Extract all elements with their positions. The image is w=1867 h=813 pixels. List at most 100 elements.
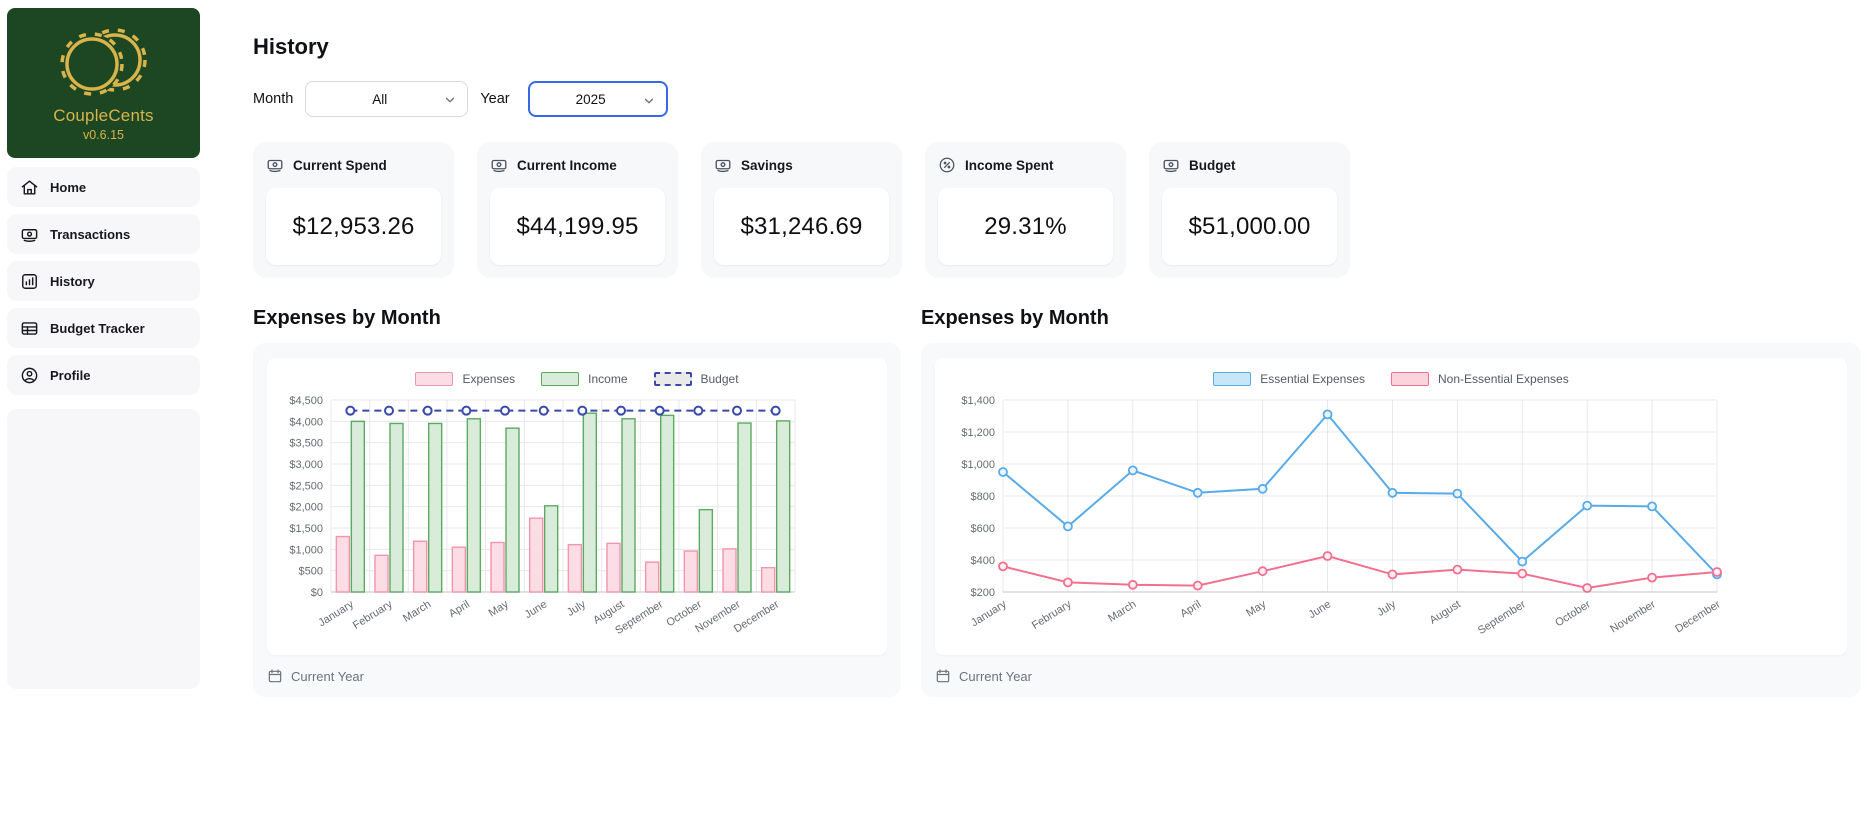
svg-text:$2,500: $2,500 [289, 480, 323, 492]
app-logo-card: CoupleCents v0.6.15 [7, 8, 200, 158]
stat-card-budget: Budget $51,000.00 [1149, 142, 1350, 278]
svg-text:$1,000: $1,000 [289, 544, 323, 556]
footer-label: Current Year [959, 668, 1032, 684]
sidebar-empty-panel [7, 409, 200, 689]
svg-text:March: March [401, 598, 433, 624]
sidebar-item-transactions[interactable]: Transactions [7, 214, 200, 254]
stat-card-current-income: Current Income $44,199.95 [477, 142, 678, 278]
svg-text:August: August [1428, 598, 1463, 626]
svg-text:September: September [1476, 598, 1528, 637]
stat-title: Current Spend [293, 157, 387, 173]
svg-text:$2,000: $2,000 [289, 502, 323, 514]
line-chart-canvas: $200 $400 $600 $800 $1,000 $1,200 $1,400 Januar… [961, 395, 1723, 637]
line-chart-footer: Current Year [935, 668, 1847, 684]
bar-chart-footer: Current Year [267, 668, 887, 684]
svg-text:$600: $600 [971, 523, 995, 535]
svg-text:May: May [487, 598, 511, 619]
line-chart-card: Essential Expenses Non-Essential Expense… [921, 343, 1861, 697]
sidebar-nav: Home Transactions History Budget Tracker… [7, 167, 200, 689]
svg-text:March: March [1106, 598, 1138, 624]
svg-text:October: October [1553, 598, 1593, 629]
app-version: v0.6.15 [82, 128, 124, 142]
sidebar-item-label: History [50, 273, 95, 289]
stat-title: Savings [741, 157, 793, 173]
svg-text:$800: $800 [971, 491, 995, 503]
svg-text:April: April [447, 598, 472, 620]
chevron-down-icon [446, 97, 455, 103]
svg-text:July: July [1375, 598, 1398, 619]
svg-text:June: June [1307, 598, 1334, 621]
sidebar-item-history[interactable]: History [7, 261, 200, 301]
chevron-down-icon [644, 98, 653, 104]
svg-text:$500: $500 [299, 566, 323, 578]
calendar-icon [268, 669, 282, 683]
line-chart-legend: Essential Expenses Non-Essential Expense… [941, 368, 1841, 390]
svg-text:$4,500: $4,500 [289, 395, 323, 407]
cash-icon [491, 159, 507, 173]
stat-card-savings: Savings $31,246.69 [701, 142, 902, 278]
legend-item-income[interactable]: Income [541, 372, 628, 386]
svg-text:$200: $200 [971, 587, 995, 599]
stat-value: $51,000.00 [1188, 212, 1311, 240]
calendar-icon [936, 669, 950, 683]
svg-text:December: December [1673, 598, 1723, 635]
svg-text:April: April [1178, 598, 1203, 620]
legend-item-essential[interactable]: Essential Expenses [1213, 372, 1365, 386]
person-circle-icon [21, 367, 38, 383]
stat-title: Budget [1189, 157, 1236, 173]
budget-swatch [653, 372, 692, 386]
coins-logo-icon [59, 28, 147, 96]
sidebar-item-budget-tracker[interactable]: Budget Tracker [7, 308, 200, 348]
line-chart-section: Expenses by Month Essential Expenses Non… [921, 307, 1861, 697]
essential-swatch [1213, 372, 1252, 386]
svg-text:February: February [1030, 598, 1074, 632]
month-select-value: All [372, 91, 388, 107]
sidebar-item-label: Transactions [50, 226, 131, 242]
cash-icon [715, 159, 731, 173]
stat-title: Current Income [517, 157, 617, 173]
svg-text:$1,200: $1,200 [961, 427, 995, 439]
svg-text:$0: $0 [311, 587, 323, 599]
year-select-value: 2025 [575, 91, 606, 107]
filter-bar: Month All Year 2025 [253, 81, 1861, 117]
stat-value: 29.31% [984, 212, 1067, 240]
legend-item-budget[interactable]: Budget [653, 372, 739, 386]
legend-item-expenses[interactable]: Expenses [415, 372, 515, 386]
line-chart-title: Expenses by Month [921, 307, 1109, 329]
month-select[interactable]: All [305, 81, 469, 117]
chart-bars-icon [22, 273, 37, 289]
stats-row: Current Spend $12,953.26 Current Income … [253, 142, 1861, 278]
home-icon [21, 179, 38, 195]
svg-text:$3,000: $3,000 [289, 459, 323, 471]
nonessential-swatch [1391, 372, 1429, 386]
bar-chart-canvas: $0 $500 $1,000 $1,500 $2,000 $2,500 $3,000 $3,5… [289, 395, 796, 637]
percent-circle-icon [939, 157, 955, 173]
bar-chart-legend: Expenses Income Budget [273, 368, 881, 390]
stat-value: $31,246.69 [740, 212, 863, 240]
svg-text:November: November [1608, 598, 1658, 635]
svg-text:$400: $400 [971, 555, 995, 567]
stat-title: Income Spent [965, 157, 1054, 173]
cash-icon [1163, 159, 1179, 173]
legend-item-nonessential[interactable]: Non-Essential Expenses [1391, 372, 1569, 386]
cash-icon [267, 159, 283, 173]
year-filter-label: Year [480, 91, 510, 107]
table-icon [21, 321, 38, 335]
sidebar-item-profile[interactable]: Profile [7, 355, 200, 395]
income-swatch [541, 372, 580, 386]
sidebar-item-label: Budget Tracker [50, 320, 145, 336]
year-select[interactable]: 2025 [527, 81, 668, 117]
charts-row: Expenses by Month Expenses Income [253, 307, 1861, 697]
svg-text:July: July [565, 598, 588, 619]
page-title: History [253, 34, 329, 59]
sidebar: CoupleCents v0.6.15 Home Transactions Hi… [0, 0, 206, 813]
stat-card-income-spent: Income Spent 29.31% [925, 142, 1126, 278]
svg-text:$1,400: $1,400 [961, 395, 995, 407]
sidebar-item-label: Profile [50, 367, 91, 383]
stat-value: $12,953.26 [292, 212, 415, 240]
sidebar-item-home[interactable]: Home [7, 167, 200, 207]
expenses-swatch [415, 372, 454, 386]
svg-text:$1,000: $1,000 [961, 459, 995, 471]
svg-text:January: January [316, 598, 356, 629]
stat-value: $44,199.95 [516, 212, 639, 240]
